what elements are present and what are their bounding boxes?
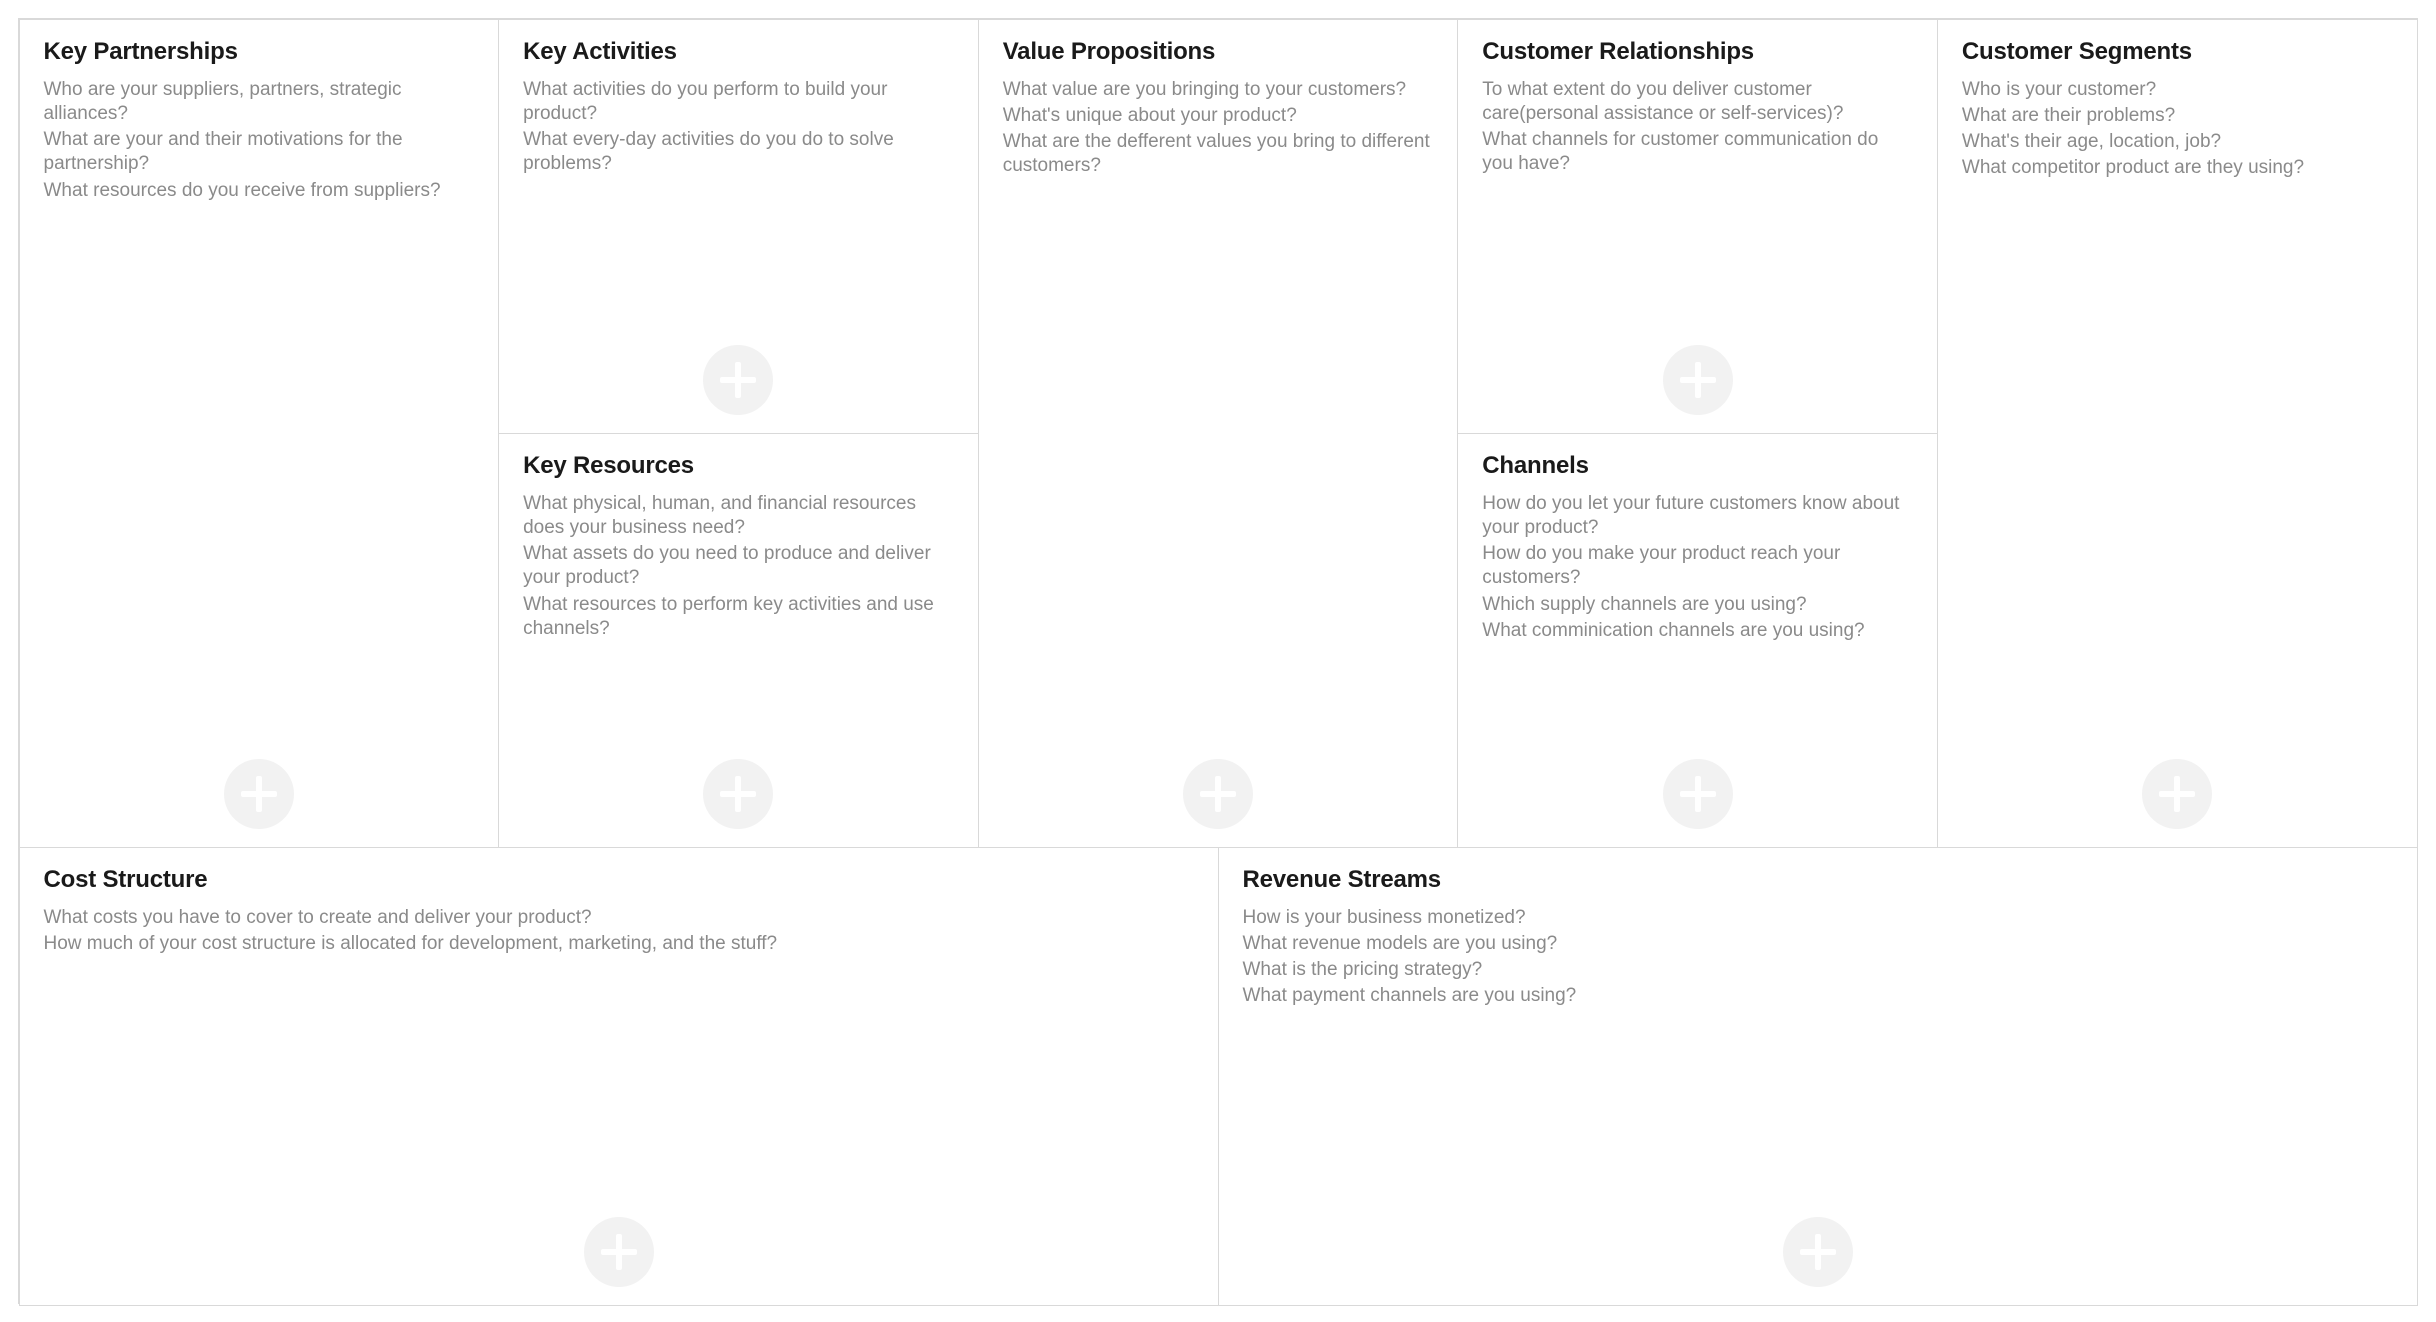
add-button-revenue-streams[interactable]: [1783, 1217, 1853, 1287]
title-value-propositions: Value Propositions: [1003, 38, 1434, 66]
cell-customer-segments: Customer Segments Who is your customer? …: [1937, 19, 2418, 848]
title-customer-relationships: Customer Relationships: [1482, 38, 1913, 66]
question-text: What every-day activities do you do to s…: [523, 128, 954, 177]
question-text: What are the defferent values you bring …: [1003, 130, 1434, 179]
question-text: What comminication channels are you usin…: [1482, 619, 1913, 643]
add-button-customer-segments[interactable]: [2142, 759, 2212, 829]
title-cost-structure: Cost Structure: [44, 866, 1194, 894]
question-text: What activities do you perform to build …: [523, 78, 954, 127]
question-text: What revenue models are you using?: [1243, 932, 2393, 956]
questions-channels: How do you let your future customers kno…: [1482, 492, 1913, 644]
question-text: What assets do you need to produce and d…: [523, 542, 954, 591]
cell-key-resources: Key Resources What physical, human, and …: [498, 433, 979, 848]
questions-value-propositions: What value are you bringing to your cust…: [1003, 78, 1434, 179]
question-text: How is your business monetized?: [1243, 906, 2393, 930]
title-channels: Channels: [1482, 452, 1913, 480]
question-text: What costs you have to cover to create a…: [44, 906, 1194, 930]
cell-key-partnerships: Key Partnerships Who are your suppliers,…: [19, 19, 500, 848]
add-button-key-partnerships[interactable]: [224, 759, 294, 829]
question-text: Who is your customer?: [1962, 78, 2393, 102]
question-text: What's unique about your product?: [1003, 104, 1434, 128]
title-key-partnerships: Key Partnerships: [44, 38, 475, 66]
question-text: What resources do you receive from suppl…: [44, 179, 475, 203]
title-customer-segments: Customer Segments: [1962, 38, 2393, 66]
add-button-key-resources[interactable]: [703, 759, 773, 829]
question-text: What is the pricing strategy?: [1243, 958, 2393, 982]
add-button-value-propositions[interactable]: [1183, 759, 1253, 829]
questions-key-partnerships: Who are your suppliers, partners, strate…: [44, 78, 475, 204]
cell-cost-structure: Cost Structure What costs you have to co…: [19, 847, 1219, 1306]
question-text: How do you let your future customers kno…: [1482, 492, 1913, 541]
cell-customer-relationships: Customer Relationships To what extent do…: [1457, 19, 1938, 434]
question-text: What value are you bringing to your cust…: [1003, 78, 1434, 102]
add-button-channels[interactable]: [1663, 759, 1733, 829]
cell-key-activities: Key Activities What activities do you pe…: [498, 19, 979, 434]
cell-value-propositions: Value Propositions What value are you br…: [978, 19, 1459, 848]
questions-revenue-streams: How is your business monetized? What rev…: [1243, 906, 2393, 1009]
question-text: What channels for customer communication…: [1482, 128, 1913, 177]
question-text: What are their problems?: [1962, 104, 2393, 128]
add-button-key-activities[interactable]: [703, 345, 773, 415]
questions-customer-segments: Who is your customer? What are their pro…: [1962, 78, 2393, 181]
questions-cost-structure: What costs you have to cover to create a…: [44, 906, 1194, 957]
question-text: What's their age, location, job?: [1962, 130, 2393, 154]
bmc-grid: Key Partnerships Who are your suppliers,…: [18, 18, 2418, 1304]
questions-key-resources: What physical, human, and financial reso…: [523, 492, 954, 642]
question-text: How much of your cost structure is alloc…: [44, 932, 1194, 956]
title-key-activities: Key Activities: [523, 38, 954, 66]
question-text: What resources to perform key activities…: [523, 593, 954, 642]
question-text: What are your and their motivations for …: [44, 128, 475, 177]
question-text: What physical, human, and financial reso…: [523, 492, 954, 541]
question-text: What competitor product are they using?: [1962, 156, 2393, 180]
title-revenue-streams: Revenue Streams: [1243, 866, 2393, 894]
question-text: What payment channels are you using?: [1243, 984, 2393, 1008]
business-model-canvas: Key Partnerships Who are your suppliers,…: [0, 0, 2436, 1322]
cell-channels: Channels How do you let your future cust…: [1457, 433, 1938, 848]
add-button-customer-relationships[interactable]: [1663, 345, 1733, 415]
questions-customer-relationships: To what extent do you deliver customer c…: [1482, 78, 1913, 177]
add-button-cost-structure[interactable]: [584, 1217, 654, 1287]
question-text: Who are your suppliers, partners, strate…: [44, 78, 475, 127]
cell-revenue-streams: Revenue Streams How is your business mon…: [1218, 847, 2418, 1306]
question-text: How do you make your product reach your …: [1482, 542, 1913, 591]
question-text: To what extent do you deliver customer c…: [1482, 78, 1913, 127]
title-key-resources: Key Resources: [523, 452, 954, 480]
question-text: Which supply channels are you using?: [1482, 593, 1913, 617]
questions-key-activities: What activities do you perform to build …: [523, 78, 954, 177]
